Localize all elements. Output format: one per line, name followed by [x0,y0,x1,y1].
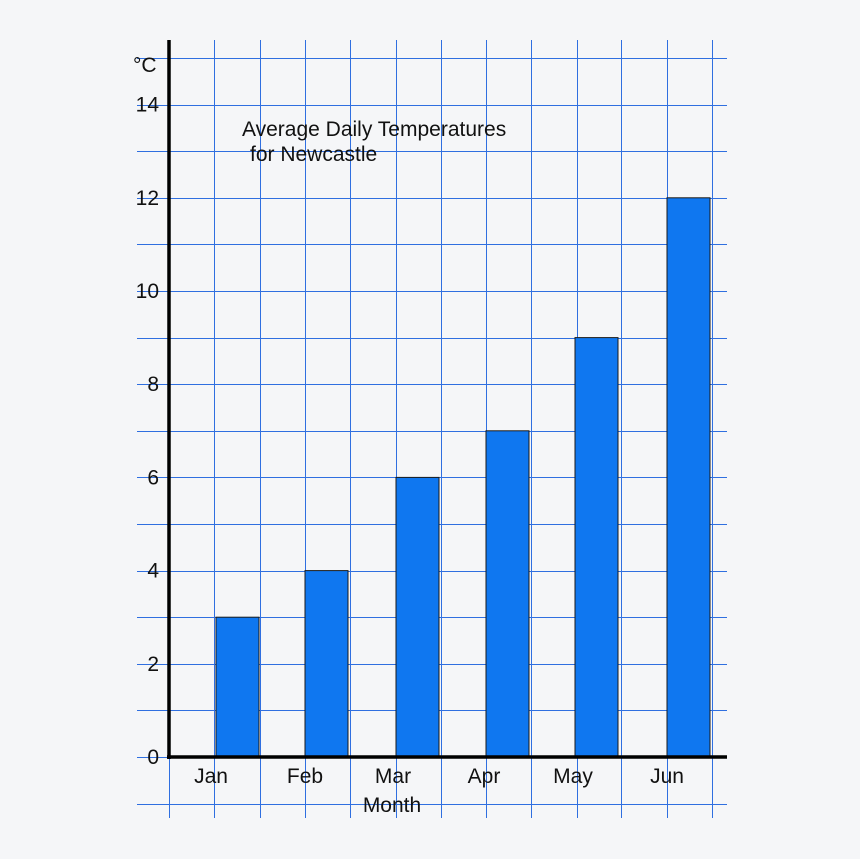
x-tick-label: Feb [287,765,323,788]
bar-jun [666,197,711,758]
y-tick-label: 8 [147,373,159,396]
bars [215,197,711,758]
x-axis-label: Month [363,794,421,817]
x-tick-label: Jan [194,765,228,788]
bar-feb [304,570,349,758]
y-tick-label: 2 [147,653,159,676]
y-tick-label: 12 [136,187,159,210]
y-tick-labels: 0 2 4 6 8 10 12 14 [136,94,160,769]
chart-subtitle: for Newcastle [250,143,377,166]
y-tick-label: 6 [147,466,159,489]
chart-title: Average Daily Temperatures [242,118,506,141]
y-axis-label: °C [133,54,157,77]
bar-may [574,337,619,758]
y-tick-label: 0 [147,746,159,769]
x-category-labels: Jan Feb Mar Apr May Jun [194,765,684,788]
bar-jan [215,616,260,758]
bar-apr [485,430,530,758]
y-tick-label: 10 [136,280,159,303]
y-tick-label: 4 [147,560,159,583]
x-tick-label: Mar [375,765,411,788]
x-tick-label: May [553,765,593,788]
bar-mar [395,476,440,758]
x-tick-label: Apr [468,765,501,788]
x-tick-label: Jun [650,765,684,788]
y-tick-label: 14 [136,94,160,117]
axes [167,40,727,759]
